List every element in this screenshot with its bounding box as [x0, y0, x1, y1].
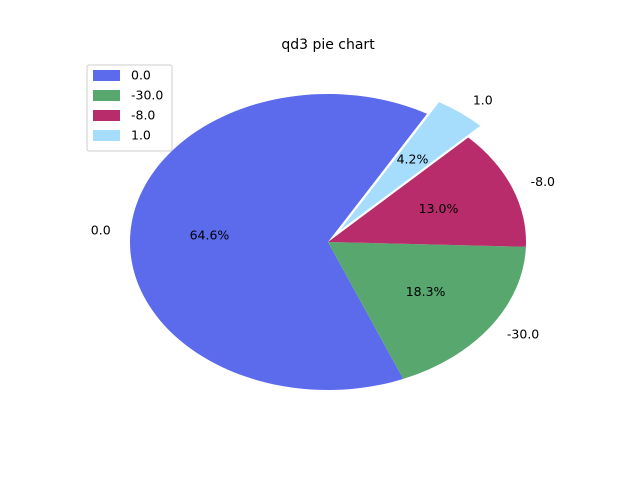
legend-swatch	[93, 110, 120, 121]
legend-label: -30.0	[131, 88, 163, 103]
legend-label: -8.0	[131, 108, 155, 123]
legend-swatch	[93, 130, 120, 141]
legend-label: 0.0	[131, 68, 151, 83]
legend-frame	[86, 64, 173, 152]
slice-percent-label: 18.3%	[406, 284, 446, 299]
pie-slices	[130, 94, 526, 391]
legend-swatch	[93, 70, 120, 81]
pie-slice	[130, 94, 427, 391]
slice-category-label: -30.0	[507, 326, 539, 341]
legend-items: 0.0 -30.0 -8.0 1.0	[93, 68, 163, 143]
chart-title: qd3 pie chart	[281, 37, 375, 53]
slice-percent-label: 13.0%	[419, 201, 459, 216]
slice-percent-labels: 64.6% 18.3% 13.0% 4.2%	[190, 151, 459, 299]
legend: 0.0 -30.0 -8.0 1.0	[86, 64, 173, 152]
legend-swatch	[93, 90, 120, 101]
pie-slice	[340, 102, 481, 231]
slice-category-labels: 0.0 -30.0 -8.0 1.0	[91, 93, 555, 342]
pie-slice	[328, 137, 526, 247]
pie-slice	[328, 242, 526, 379]
slice-category-label: -8.0	[531, 174, 555, 189]
slice-percent-label: 64.6%	[190, 228, 230, 243]
slice-percent-label: 4.2%	[397, 151, 429, 166]
slice-category-label: 1.0	[473, 93, 493, 108]
slice-category-label: 0.0	[91, 223, 111, 238]
legend-label: 1.0	[131, 128, 151, 143]
